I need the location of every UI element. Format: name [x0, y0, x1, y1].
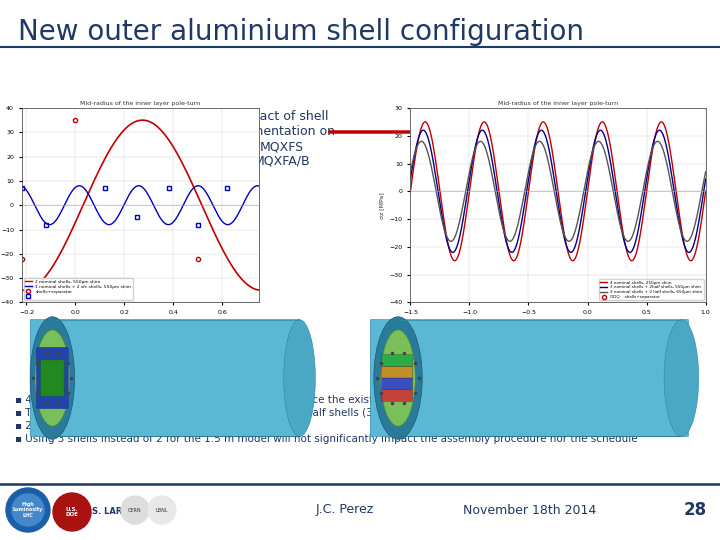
FancyBboxPatch shape [30, 320, 300, 436]
Ellipse shape [35, 330, 70, 426]
FancyBboxPatch shape [37, 347, 68, 409]
Y-axis label: σz [MPa]: σz [MPa] [379, 192, 384, 219]
X-axis label: z [m]: z [m] [550, 321, 566, 326]
FancyBboxPatch shape [41, 360, 64, 396]
Ellipse shape [381, 330, 415, 426]
Text: ▪ 2 weeks turnaround at LBNL to split one existing shell: ▪ 2 weeks turnaround at LBNL to split on… [15, 421, 307, 431]
Text: Impact of shell
segmentation on
MQXFS
MQXFA/B: Impact of shell segmentation on MQXFS MQ… [229, 110, 335, 168]
Text: High
Luminosity
LHC: High Luminosity LHC [13, 502, 43, 518]
Legend: 4 nominal shells, 250μm shim, 3 nominal shells + 2half shells, 550μm shim, 3 nom: 4 nominal shells, 250μm shim, 3 nominal … [599, 279, 703, 300]
FancyBboxPatch shape [382, 355, 413, 366]
FancyBboxPatch shape [382, 366, 413, 378]
FancyBboxPatch shape [382, 390, 413, 401]
Circle shape [53, 493, 91, 531]
Text: November 18th 2014: November 18th 2014 [464, 503, 597, 516]
Circle shape [148, 496, 176, 524]
Circle shape [6, 488, 50, 532]
Ellipse shape [30, 317, 75, 439]
Ellipse shape [374, 317, 422, 439]
Text: U.S.
DOE: U.S. DOE [66, 507, 78, 517]
Circle shape [121, 496, 149, 524]
Text: LBNL: LBNL [156, 508, 168, 512]
Text: CERN: CERN [128, 508, 142, 512]
Text: U.S. LARP: U.S. LARP [82, 508, 128, 516]
Circle shape [12, 494, 44, 526]
Text: J.C. Perez: J.C. Perez [316, 503, 374, 516]
Ellipse shape [284, 320, 315, 436]
Text: ▪ Using 3 shells instead of 2 for the 1.5 m model will not significantly impact : ▪ Using 3 shells instead of 2 for the 1.… [15, 434, 638, 444]
Legend: 2 nominal shells, 550μm shim, 1 nominal shells + 2 sfc shells, 550μm shim, shell: 2 nominal shells, 550μm shim, 1 nominal … [24, 279, 132, 300]
Text: 28: 28 [683, 501, 706, 519]
FancyBboxPatch shape [382, 378, 413, 390]
X-axis label: z [m]: z [m] [132, 321, 148, 326]
Text: ▪ The possibility to use 1 shell (774  mm long) and two half shells (387 mm long: ▪ The possibility to use 1 shell (774 mm… [15, 408, 602, 418]
Text: ▪ 4 new shells are being machined and foreseen to replace the existing batch: ▪ 4 new shells are being machined and fo… [15, 395, 422, 405]
Title: Mid-radius of the inner layer pole-turn: Mid-radius of the inner layer pole-turn [81, 101, 200, 106]
FancyBboxPatch shape [370, 320, 688, 436]
Text: New outer aluminium shell configuration: New outer aluminium shell configuration [18, 18, 584, 46]
Ellipse shape [664, 320, 698, 436]
Title: Mid-radius of the inner layer pole-turn: Mid-radius of the inner layer pole-turn [498, 101, 618, 106]
